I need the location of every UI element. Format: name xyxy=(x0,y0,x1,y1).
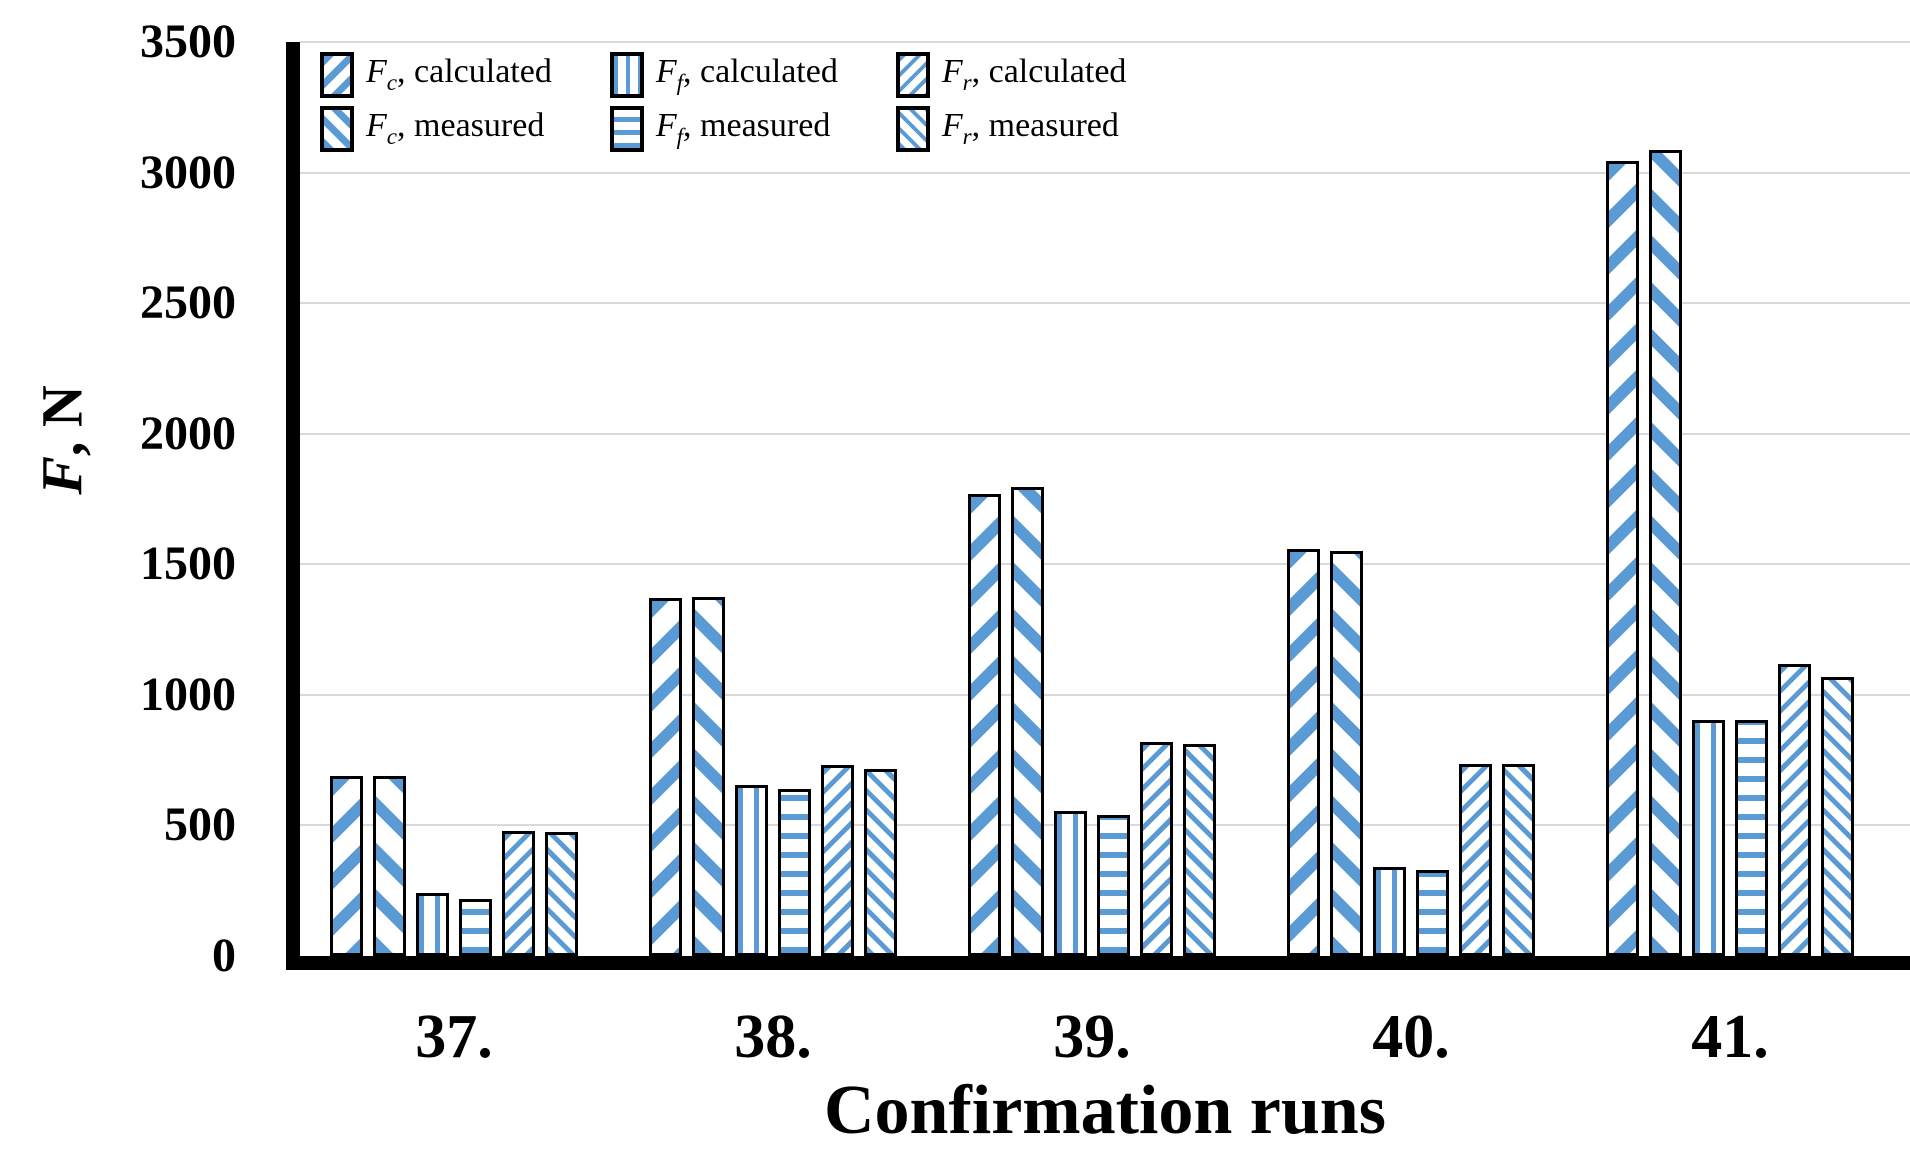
y-axis-line xyxy=(286,42,300,970)
x-axis-line xyxy=(286,956,1910,970)
bar-fr-calculated-39 xyxy=(1140,741,1173,956)
legend-item-fc-measured: Fc, measured xyxy=(320,106,552,152)
y-tick-label-0: 0 xyxy=(212,929,236,982)
bar-ff-measured-39 xyxy=(1097,814,1130,956)
legend-swatch-fc-measured xyxy=(320,106,354,152)
bar-fc-calculated-41 xyxy=(1606,160,1639,956)
gridline-1000 xyxy=(300,693,1910,696)
x-tick-label-38: 38. xyxy=(734,1003,812,1071)
bar-ff-calculated-37 xyxy=(416,893,449,956)
gridline-3000 xyxy=(300,171,1910,174)
bar-group-39: 39. xyxy=(968,487,1216,1068)
legend-label-fc-calculated: Fc, calculated xyxy=(366,53,552,97)
gridline-2500 xyxy=(300,302,1910,305)
bar-fr-measured-41 xyxy=(1821,676,1854,956)
legend-item-fr-measured: Fr, measured xyxy=(895,106,1127,152)
bar-ff-measured-41 xyxy=(1735,719,1768,956)
bar-ff-calculated-40 xyxy=(1373,867,1406,956)
bar-fr-measured-37 xyxy=(545,831,578,956)
bar-fc-measured-41 xyxy=(1649,150,1682,956)
bars: 37. 38. 39. 40. 41. xyxy=(330,42,1854,1068)
legend-label-fc-measured: Fc, measured xyxy=(366,107,545,151)
x-axis-title: Confirmation runs xyxy=(824,1072,1386,1149)
legend-label-fr-measured: Fr, measured xyxy=(941,107,1119,151)
bar-ff-calculated-41 xyxy=(1692,719,1725,956)
bar-fr-calculated-38 xyxy=(821,765,854,956)
bar-fr-measured-40 xyxy=(1502,764,1535,956)
legend-label-ff-measured: Ff, measured xyxy=(655,107,831,151)
bar-group-40: 40. xyxy=(1287,548,1535,1068)
bar-ff-measured-40 xyxy=(1416,869,1449,956)
legend-swatch-ff-measured xyxy=(609,106,644,152)
bar-ff-measured-38 xyxy=(778,788,811,956)
bar-fr-calculated-41 xyxy=(1778,663,1811,956)
legend-swatch-fr-measured xyxy=(895,106,930,152)
bar-fr-measured-39 xyxy=(1183,744,1216,956)
y-tick-label-2500: 2500 xyxy=(140,276,236,330)
x-tick-label-40: 40. xyxy=(1372,1003,1450,1071)
bar-fc-calculated-40 xyxy=(1287,548,1320,956)
bar-fc-calculated-39 xyxy=(968,493,1001,956)
legend-item-fr-calculated: Fr, calculated xyxy=(895,52,1127,98)
legend: Fc, calculated Fc, measured Ff, calculated… xyxy=(320,52,1126,152)
x-tick-label-39: 39. xyxy=(1053,1003,1131,1071)
bar-fc-calculated-38 xyxy=(649,598,682,956)
y-tick-label-1000: 1000 xyxy=(140,667,236,721)
y-tick-label-2000: 2000 xyxy=(140,406,236,460)
plot-area: 37. 38. 39. 40. 41. xyxy=(300,41,1910,1068)
x-tick-label-41: 41. xyxy=(1691,1003,1769,1071)
y-tick-label-500: 500 xyxy=(164,798,236,852)
bar-ff-measured-37 xyxy=(459,898,492,956)
bar-fc-measured-39 xyxy=(1011,487,1044,956)
bar-group-38: 38. xyxy=(649,596,897,1068)
y-tick-label-3000: 3000 xyxy=(140,145,236,199)
x-tick-label-37: 37. xyxy=(415,1003,493,1071)
legend-swatch-fr-calculated xyxy=(895,52,930,98)
legend-label-fr-calculated: Fr, calculated xyxy=(941,53,1127,97)
legend-item-fc-calculated: Fc, calculated xyxy=(320,52,552,98)
legend-label-ff-calculated: Ff, calculated xyxy=(655,53,838,97)
bar-group-41: 41. xyxy=(1606,150,1854,1068)
legend-item-ff-calculated: Ff, calculated xyxy=(609,52,838,98)
y-axis-title-symbol: F xyxy=(29,456,95,495)
gridline-1500 xyxy=(300,563,1910,566)
bar-fr-calculated-40 xyxy=(1459,764,1492,956)
bar-fc-measured-37 xyxy=(373,775,406,956)
bar-fc-calculated-37 xyxy=(330,775,363,956)
y-tick-label-3500: 3500 xyxy=(140,15,236,68)
bar-fr-measured-38 xyxy=(864,769,897,956)
bar-ff-calculated-39 xyxy=(1054,811,1087,956)
bar-fc-measured-40 xyxy=(1330,551,1363,956)
bar-fc-measured-38 xyxy=(692,596,725,956)
y-tick-label-1500: 1500 xyxy=(140,537,236,591)
legend-swatch-fc-calculated xyxy=(320,52,354,98)
gridline-2000 xyxy=(300,432,1910,435)
bar-group-37: 37. xyxy=(330,775,578,1068)
gridline-3500 xyxy=(300,41,1910,43)
legend-swatch-ff-calculated xyxy=(609,52,644,98)
legend-item-ff-measured: Ff, measured xyxy=(609,106,838,152)
bar-ff-calculated-38 xyxy=(735,784,768,956)
bar-fr-calculated-37 xyxy=(502,830,535,956)
